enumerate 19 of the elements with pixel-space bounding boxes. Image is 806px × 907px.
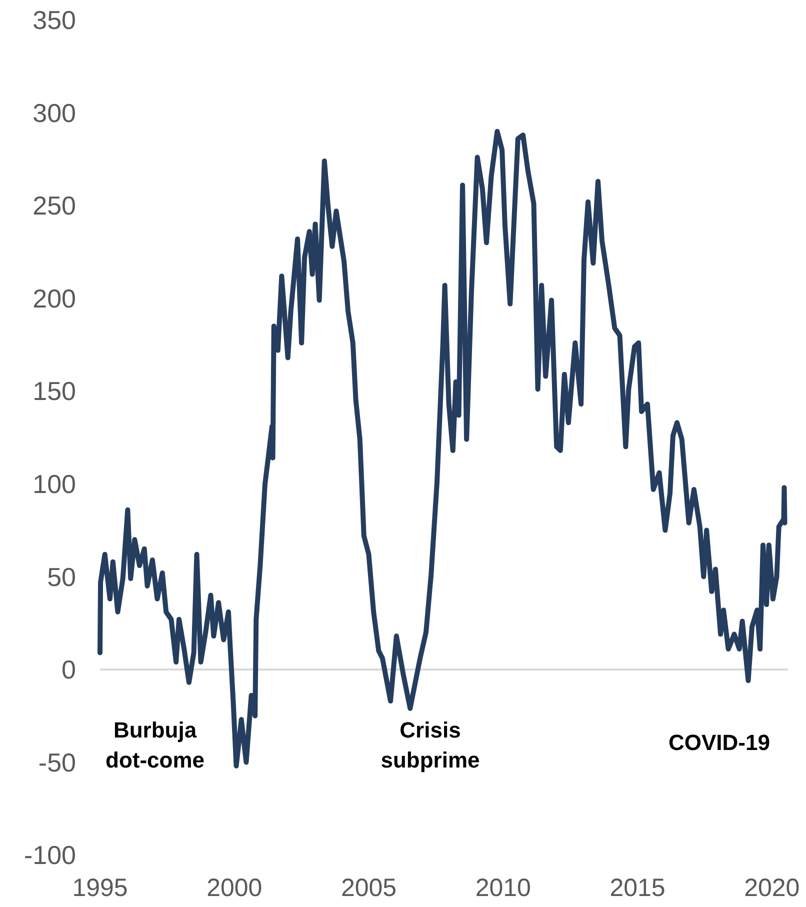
y-tick-label: 350 bbox=[32, 5, 76, 36]
y-tick-label: 50 bbox=[47, 562, 76, 592]
y-tick-label: -100 bbox=[24, 840, 76, 870]
y-tick-label: 200 bbox=[32, 283, 76, 314]
x-tick-label: 2020 bbox=[744, 874, 800, 902]
y-tick-label: -50 bbox=[38, 747, 76, 778]
x-tick-label: 2015 bbox=[610, 874, 666, 902]
x-tick-label: 2005 bbox=[340, 874, 397, 902]
annotation: Crisis subprime bbox=[380, 717, 480, 772]
y-tick-label: 100 bbox=[32, 468, 76, 499]
x-tick-label: 1995 bbox=[72, 874, 128, 902]
y-tick-label: 0 bbox=[62, 654, 76, 685]
annotation: Burbuja dot-come bbox=[106, 717, 205, 772]
y-tick-label: 300 bbox=[32, 98, 76, 128]
y-tick-label: 250 bbox=[32, 190, 76, 221]
y-tick-label: 150 bbox=[32, 376, 76, 406]
x-tick-label: 2000 bbox=[206, 874, 262, 902]
annotation: COVID-19 bbox=[668, 730, 770, 755]
x-tick-label: 2010 bbox=[475, 874, 531, 902]
